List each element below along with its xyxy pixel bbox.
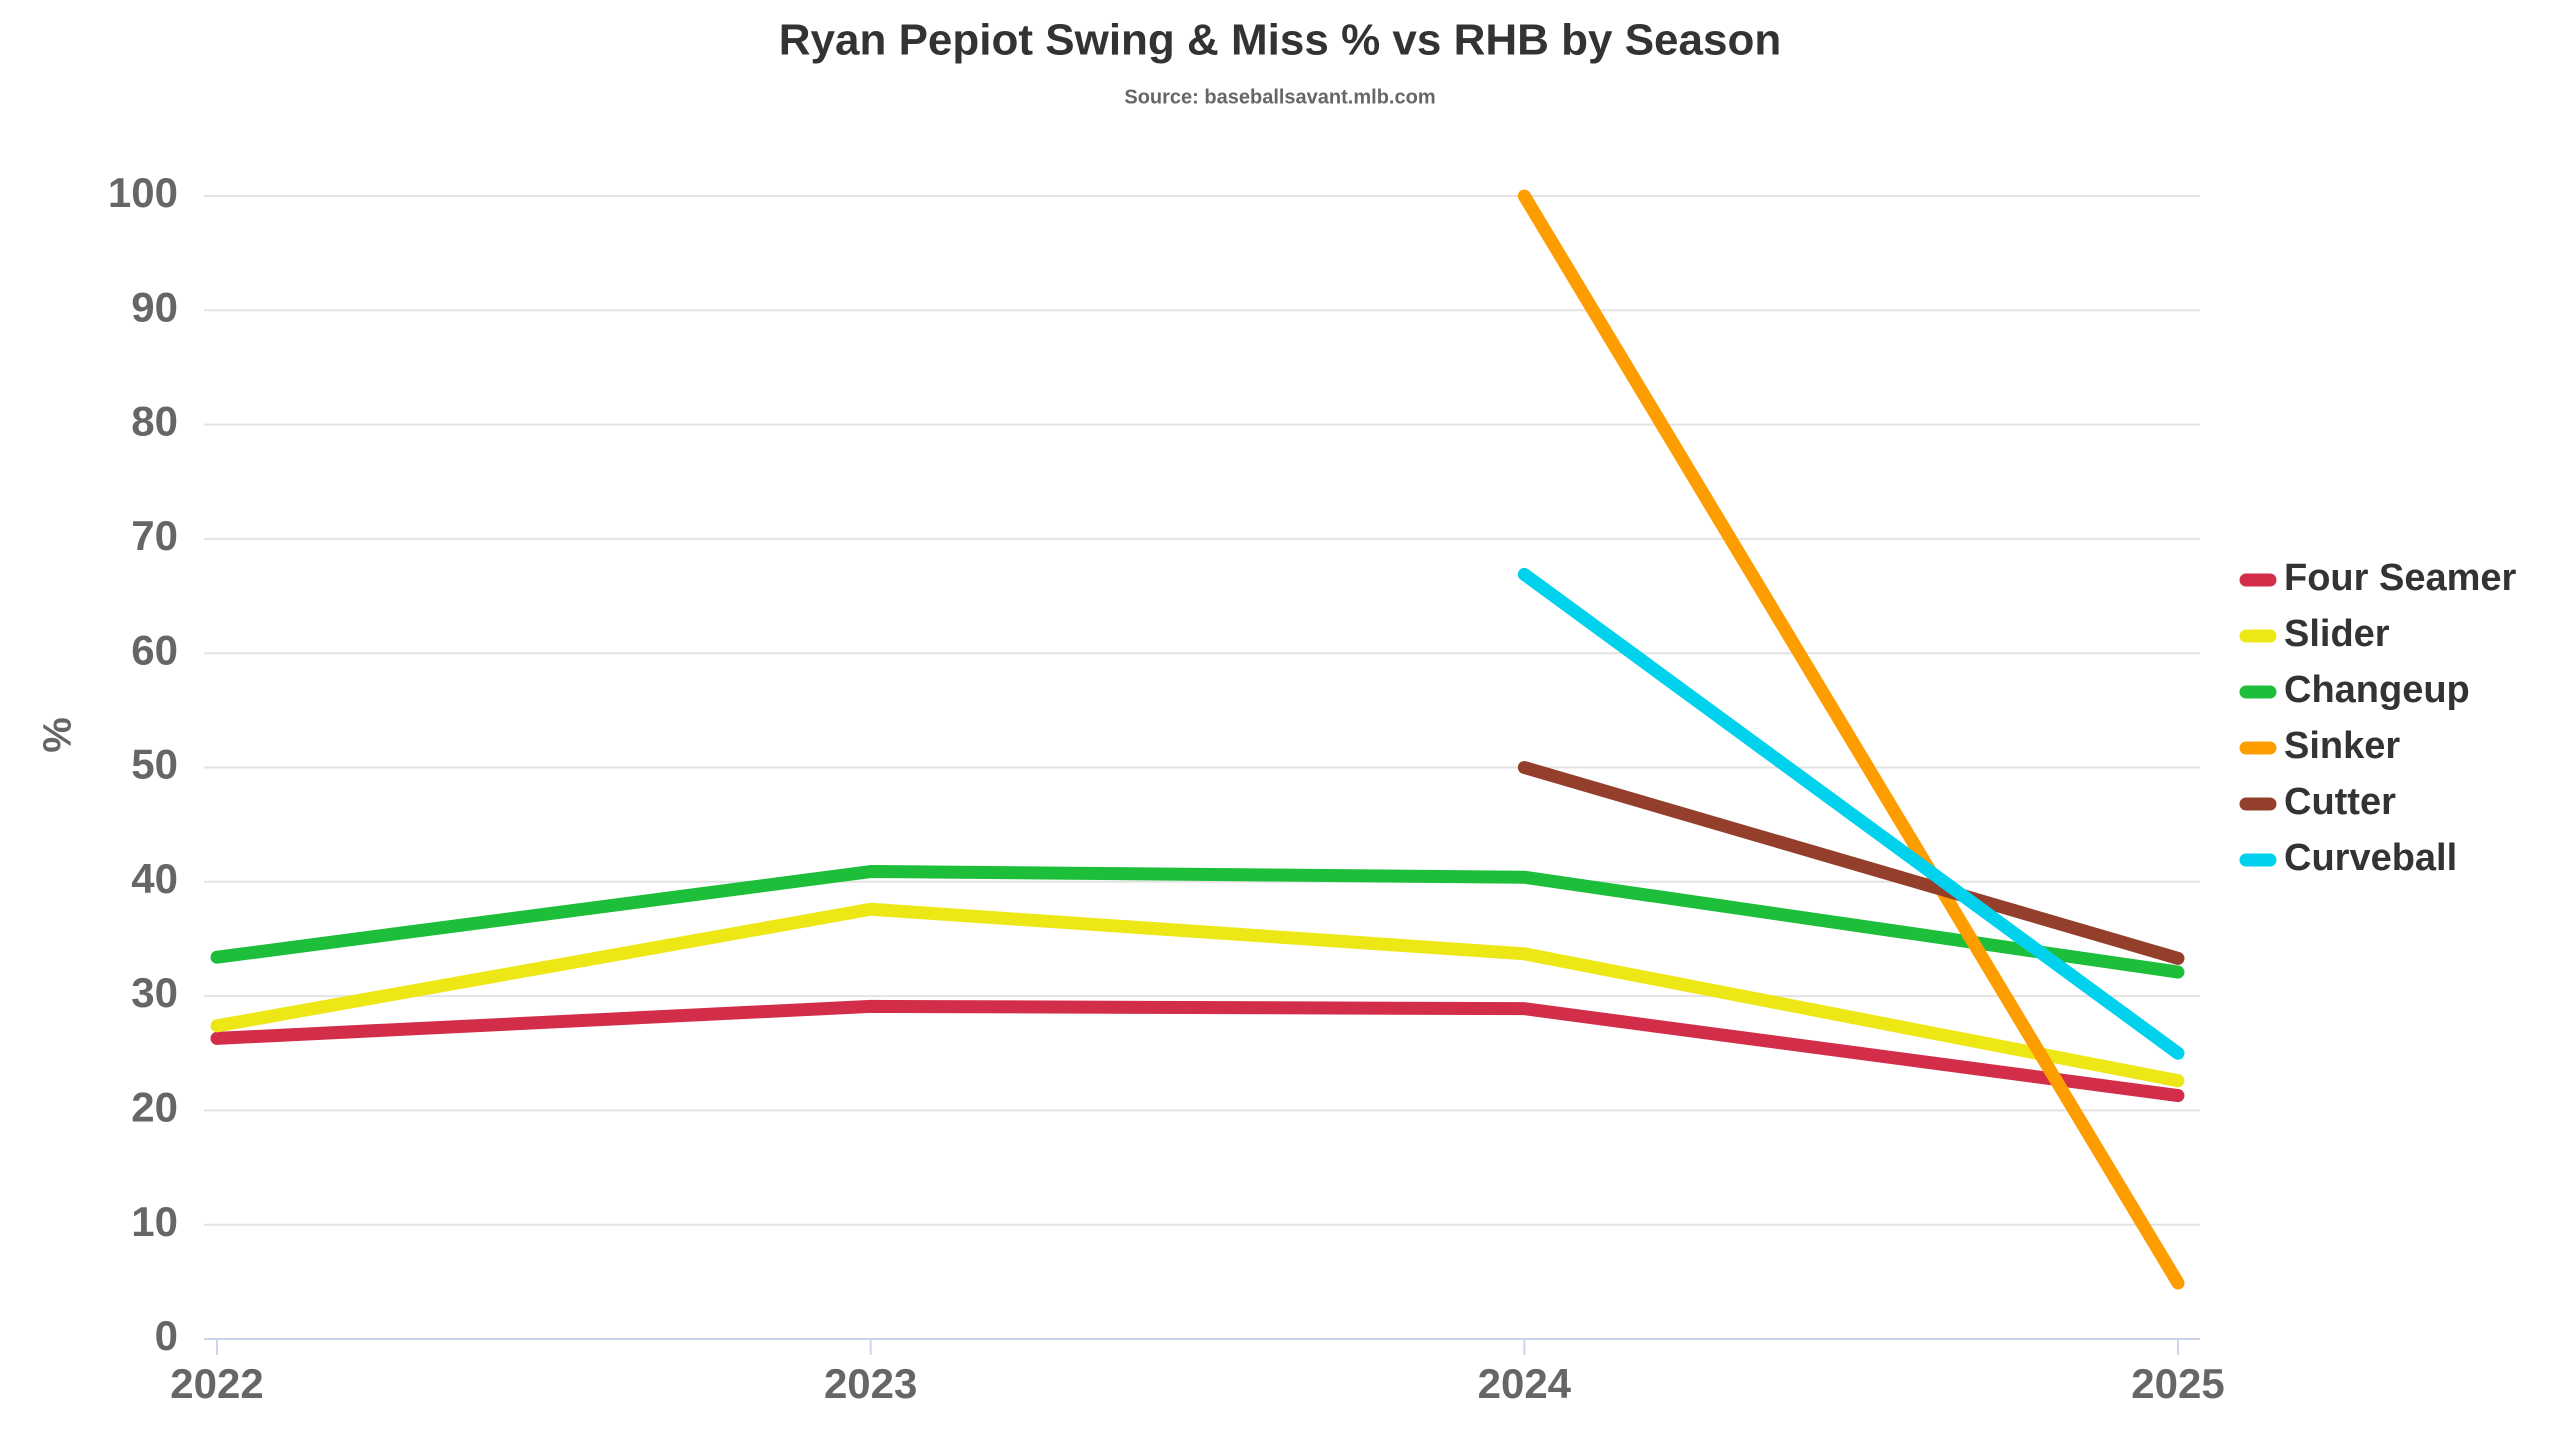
legend-label: Four Seamer <box>2284 557 2517 599</box>
y-tick-label: 10 <box>131 1198 178 1245</box>
x-tick-label: 2024 <box>1478 1360 1572 1407</box>
y-tick-label: 70 <box>131 512 178 559</box>
y-tick-label: 50 <box>131 741 178 788</box>
y-tick-label: 90 <box>131 283 178 330</box>
x-tick-label: 2022 <box>170 1360 263 1407</box>
y-tick-label: 0 <box>155 1312 178 1359</box>
y-tick-label: 20 <box>131 1083 178 1130</box>
series-line <box>210 902 2185 1088</box>
y-tick-label: 40 <box>131 855 178 902</box>
legend-label: Cutter <box>2284 781 2396 823</box>
y-tick-label: 80 <box>131 398 178 445</box>
legend-label: Sinker <box>2284 725 2400 767</box>
x-tick-label: 2025 <box>2131 1360 2224 1407</box>
chart-subtitle: Source: baseballsavant.mlb.com <box>1124 86 1435 108</box>
legend-label: Changeup <box>2284 669 2470 711</box>
series-line <box>210 865 2185 979</box>
series-line <box>1517 761 2185 965</box>
series-line <box>1517 567 2185 1060</box>
series-line <box>1517 189 2185 1290</box>
x-tick-label: 2023 <box>824 1360 917 1407</box>
y-tick-label: 100 <box>108 169 178 216</box>
chart-title: Ryan Pepiot Swing & Miss % vs RHB by Sea… <box>779 16 1781 65</box>
legend-label: Curveball <box>2284 837 2457 879</box>
y-tick-label: 60 <box>131 626 178 673</box>
y-tick-label: 30 <box>131 969 178 1016</box>
legend-label: Slider <box>2284 613 2390 655</box>
series-line <box>210 999 2185 1103</box>
y-axis-label: % <box>36 717 80 753</box>
